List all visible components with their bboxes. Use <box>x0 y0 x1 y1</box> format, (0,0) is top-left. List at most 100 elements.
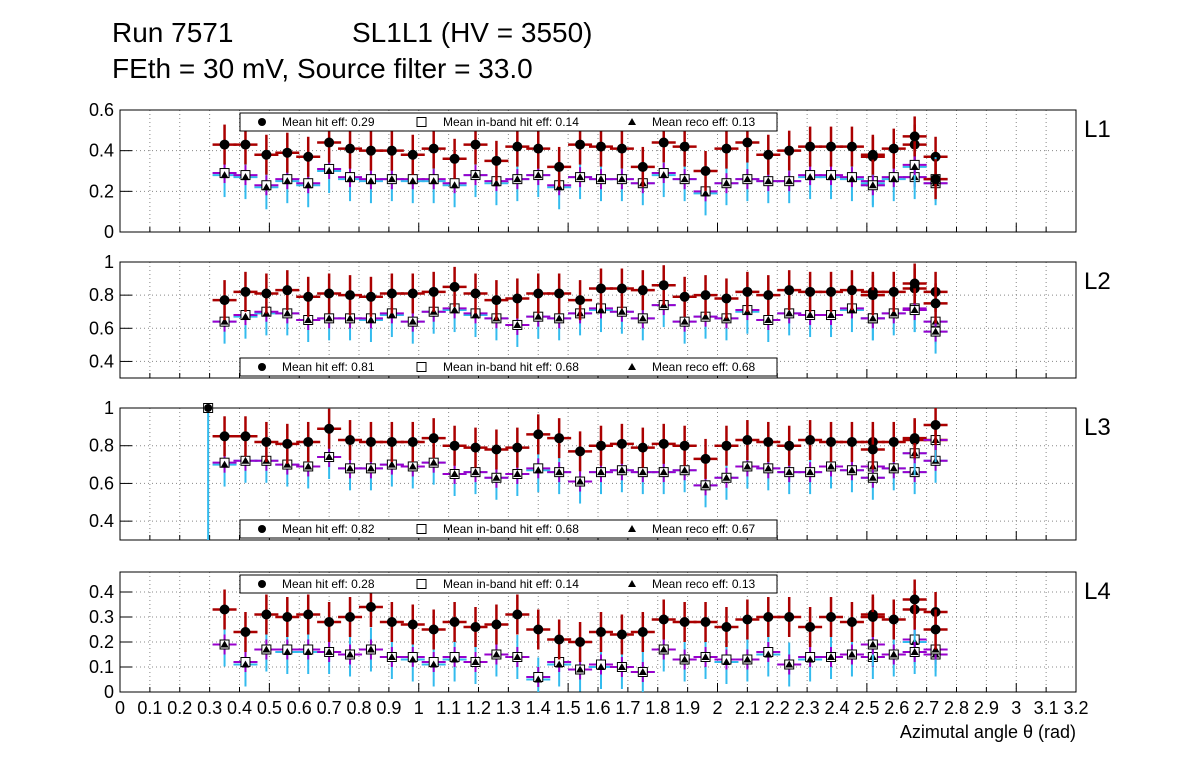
reco-point <box>785 468 794 476</box>
hit-point <box>386 436 397 447</box>
reco-point <box>680 466 689 474</box>
reco-point <box>847 175 856 183</box>
hit-point <box>616 438 627 449</box>
hit-point <box>345 612 356 622</box>
hit-point <box>763 290 774 301</box>
hit-point <box>930 419 941 430</box>
hit-point <box>219 139 230 150</box>
extra-hit-point <box>204 404 213 412</box>
x-tick-label: 1.8 <box>645 698 670 718</box>
reco-point <box>471 311 480 319</box>
x-tick-label: 0.1 <box>137 698 162 718</box>
reco-point <box>387 311 396 319</box>
hit-point <box>324 617 335 627</box>
reco-point <box>534 675 543 683</box>
hit-point <box>470 622 481 632</box>
reco-point <box>408 462 417 470</box>
legend-reco-marker <box>628 118 636 125</box>
reco-point <box>492 650 501 658</box>
hit-point <box>324 423 335 434</box>
reco-point <box>408 177 417 185</box>
hit-point <box>428 143 439 154</box>
hit-point <box>888 286 899 297</box>
hit-point <box>826 141 837 152</box>
hit-point <box>428 286 439 297</box>
hit-point <box>805 286 816 297</box>
reco-point <box>408 655 417 663</box>
hit-point <box>867 444 878 455</box>
reco-point <box>220 317 229 325</box>
legend-inband-marker <box>416 362 427 372</box>
reco-point <box>325 453 334 461</box>
legend-reco-label: Mean reco eff: 0.68 <box>652 360 756 374</box>
panel-l4: 0 0.1 0.2 0.3 0.4 L4 Mean hit eff: 0.28 Mean in… <box>89 571 1111 702</box>
hit-point <box>345 290 356 301</box>
hit-point <box>575 637 586 647</box>
legend-hit-label: Mean hit eff: 0.81 <box>282 360 375 374</box>
legend: Mean hit eff: 0.81 Mean in-band hit eff: … <box>239 357 778 377</box>
x-tick-label: 1.4 <box>526 698 551 718</box>
legend-inband-label: Mean in-band hit eff: 0.14 <box>443 577 579 591</box>
x-tick-label: 1 <box>414 698 424 718</box>
panel-l2: 0.4 0.6 0.8 1 L2 Mean hit eff: 0.81 Mean in-ba… <box>89 252 1111 379</box>
hit-point <box>784 285 795 296</box>
reco-point <box>827 173 836 181</box>
reco-point <box>366 464 375 472</box>
hit-point <box>365 145 376 156</box>
hit-point <box>742 137 753 148</box>
x-tick-label: 1.5 <box>556 698 581 718</box>
hit-point <box>282 285 293 296</box>
hit-point <box>721 143 732 154</box>
reco-point <box>471 171 480 179</box>
reco-point <box>701 481 710 489</box>
x-tick-label: 0.9 <box>376 698 401 718</box>
reco-point <box>513 175 522 183</box>
hit-point <box>763 612 774 622</box>
hit-point <box>742 614 753 625</box>
hit-point <box>554 433 565 444</box>
legend: Mean hit eff: 0.28 Mean in-band hit eff: … <box>239 574 778 594</box>
reco-point <box>513 320 522 328</box>
legend-hit-marker <box>258 118 266 126</box>
reco-point <box>827 653 836 660</box>
reco-point <box>492 179 501 187</box>
reco-point <box>346 314 355 322</box>
hit-point <box>721 622 732 632</box>
hit-point <box>805 435 816 446</box>
legend-hit-label: Mean hit eff: 0.29 <box>282 115 375 129</box>
reco-point <box>387 460 396 468</box>
hit-point <box>679 291 690 302</box>
reco-point <box>220 640 229 648</box>
y-tick-label: 0.6 <box>89 473 114 493</box>
reco-point <box>868 314 877 322</box>
reco-point <box>638 668 647 675</box>
reco-point <box>659 468 668 476</box>
x-tick-label: 3.2 <box>1063 698 1088 718</box>
reco-point <box>304 648 313 655</box>
hit-point <box>449 440 460 451</box>
y-tick-label: 0 <box>104 682 114 702</box>
reco-point <box>408 317 417 325</box>
x-tick-label: 0.3 <box>197 698 222 718</box>
legend-hit-marker <box>258 525 266 533</box>
x-tick-label: 2.9 <box>974 698 999 718</box>
hit-point <box>700 290 711 301</box>
x-tick-label: 1.9 <box>675 698 700 718</box>
reco-point <box>262 183 271 191</box>
reco-point <box>429 660 438 668</box>
reco-point <box>241 312 250 320</box>
hit-point <box>533 143 544 154</box>
y-tick-label: 0 <box>104 222 114 242</box>
legend-reco-label: Mean reco eff: 0.13 <box>652 577 756 591</box>
reco-point <box>847 650 856 658</box>
reco-point <box>868 473 877 481</box>
reco-point <box>806 655 815 663</box>
x-tick-label: 0.4 <box>227 698 252 718</box>
reco-point <box>366 316 375 323</box>
x-tick-label: 2.3 <box>795 698 820 718</box>
hit-point <box>365 291 376 302</box>
hit-point <box>867 290 878 301</box>
hit-point <box>470 442 481 453</box>
hit-point <box>867 612 878 622</box>
reco-point <box>596 468 605 476</box>
